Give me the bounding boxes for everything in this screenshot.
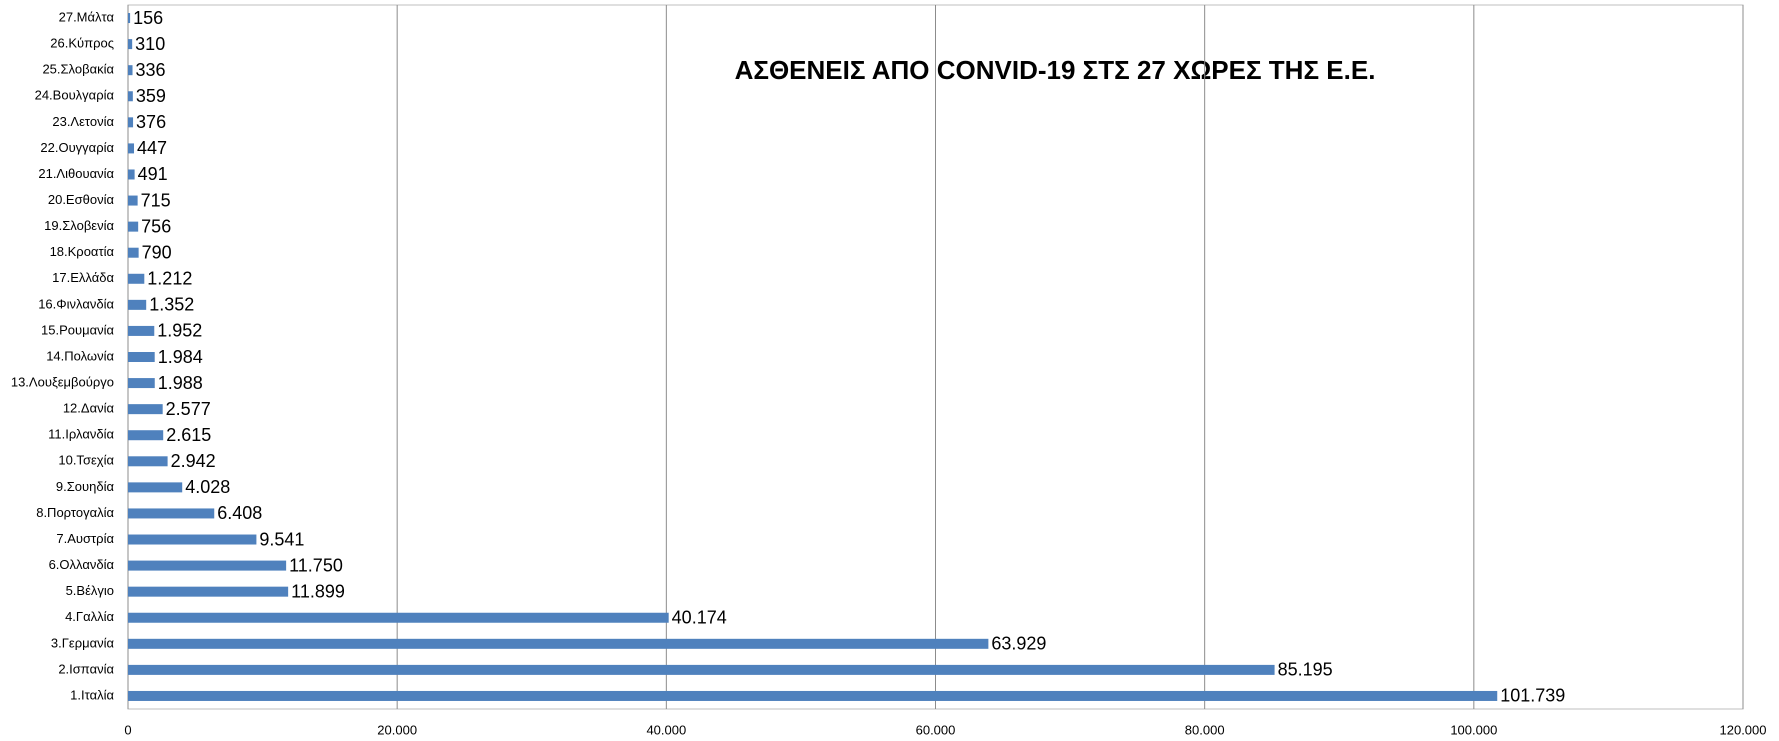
data-label: 447 xyxy=(137,138,167,158)
y-tick-label: 20.Εσθονία xyxy=(48,192,115,207)
data-label: 2.577 xyxy=(166,399,211,419)
data-label: 1.212 xyxy=(147,269,192,289)
bar xyxy=(128,664,1275,675)
y-tick-label: 18.Κροατία xyxy=(50,244,115,259)
y-tick-label: 6.Ολλανδία xyxy=(49,557,115,572)
y-tick-label: 8.Πορτογαλία xyxy=(36,505,114,520)
bar xyxy=(128,508,215,519)
bar xyxy=(128,221,139,232)
data-label: 756 xyxy=(141,216,171,236)
y-tick-label: 5.Βέλγιο xyxy=(66,583,114,598)
chart-title: ΑΣΘΕΝΕΙΣ ΑΠΟ CONVID-19 ΣΤΣ 27 ΧΩΡΕΣ ΤΗΣ … xyxy=(735,55,1376,85)
bar xyxy=(128,247,139,258)
bar xyxy=(128,117,134,128)
y-tick-label: 19.Σλοβενία xyxy=(44,218,114,233)
y-tick-label: 14.Πολωνία xyxy=(46,348,114,363)
bar xyxy=(128,404,163,415)
bar xyxy=(128,690,1498,701)
x-tick-label: 0 xyxy=(124,722,131,737)
bar xyxy=(128,534,257,545)
data-label: 336 xyxy=(136,60,166,80)
bar xyxy=(128,482,183,493)
y-tick-label: 9.Σουηδία xyxy=(56,479,115,494)
y-tick-label: 23.Λετονία xyxy=(52,114,114,129)
y-tick-label: 21.Λιθουανία xyxy=(38,166,114,181)
bar xyxy=(128,39,133,50)
bar xyxy=(128,378,155,389)
data-label: 2.615 xyxy=(166,425,211,445)
data-label: 310 xyxy=(135,34,165,54)
bar xyxy=(128,325,155,336)
data-label: 715 xyxy=(141,190,171,210)
data-label: 790 xyxy=(142,242,172,262)
y-tick-label: 2.Ισπανία xyxy=(58,661,114,676)
data-label: 11.899 xyxy=(291,581,345,601)
y-tick-label: 17.Ελλάδα xyxy=(52,270,114,285)
bar xyxy=(128,169,135,180)
data-label: 63.929 xyxy=(991,634,1046,654)
data-label: 491 xyxy=(138,164,168,184)
bar xyxy=(128,65,133,76)
data-label: 2.942 xyxy=(171,451,216,471)
y-tick-label: 10.Τσεχία xyxy=(58,453,114,468)
y-tick-label: 22.Ουγγαρία xyxy=(40,140,114,155)
x-tick-label: 80.000 xyxy=(1185,722,1225,737)
y-tick-label: 7.Αυστρία xyxy=(56,531,114,546)
y-tick-label: 12.Δανία xyxy=(63,401,115,416)
y-tick-label: 15.Ρουμανία xyxy=(41,322,114,337)
data-label: 6.408 xyxy=(217,503,262,523)
bar xyxy=(128,91,133,102)
data-label: 11.750 xyxy=(289,555,343,575)
x-tick-label: 60.000 xyxy=(916,722,956,737)
x-tick-label: 20.000 xyxy=(377,722,417,737)
bar xyxy=(128,612,669,623)
data-label: 156 xyxy=(133,8,163,28)
data-label: 101.739 xyxy=(1500,686,1565,706)
y-tick-label: 27.Μάλτα xyxy=(59,9,115,24)
y-tick-label: 26.Κύπρος xyxy=(50,36,114,51)
bar xyxy=(128,638,989,649)
y-tick-label: 1.Ιταλία xyxy=(70,687,114,702)
data-label: 1.988 xyxy=(158,373,203,393)
data-label: 40.174 xyxy=(672,607,727,627)
y-tick-label: 3.Γερμανία xyxy=(51,635,115,650)
x-tick-label: 40.000 xyxy=(646,722,686,737)
y-tick-label: 25.Σλοβακία xyxy=(42,62,114,77)
bar xyxy=(128,299,147,310)
y-tick-label: 13.Λουξεμβούργο xyxy=(11,375,114,390)
x-tick-label: 100.000 xyxy=(1450,722,1497,737)
y-tick-label: 24.Βουλγαρία xyxy=(35,88,115,103)
bar xyxy=(128,143,135,154)
bar xyxy=(128,430,164,441)
y-tick-label: 16.Φινλανδία xyxy=(38,296,114,311)
data-label: 1.984 xyxy=(158,347,203,367)
data-label: 359 xyxy=(136,86,166,106)
data-label: 1.352 xyxy=(149,295,194,315)
bar xyxy=(128,560,287,571)
y-tick-label: 4.Γαλλία xyxy=(65,609,114,624)
y-tick-label: 11.Ιρλανδία xyxy=(48,427,114,442)
bar xyxy=(128,586,289,597)
data-label: 1.952 xyxy=(157,321,202,341)
bar xyxy=(128,195,138,206)
bar xyxy=(128,13,131,24)
x-tick-label: 120.000 xyxy=(1720,722,1767,737)
data-label: 4.028 xyxy=(185,477,230,497)
bar xyxy=(128,273,145,284)
data-label: 9.541 xyxy=(259,529,304,549)
bar xyxy=(128,352,155,362)
bar xyxy=(128,456,168,467)
data-label: 376 xyxy=(136,112,166,132)
data-label: 85.195 xyxy=(1278,660,1333,680)
